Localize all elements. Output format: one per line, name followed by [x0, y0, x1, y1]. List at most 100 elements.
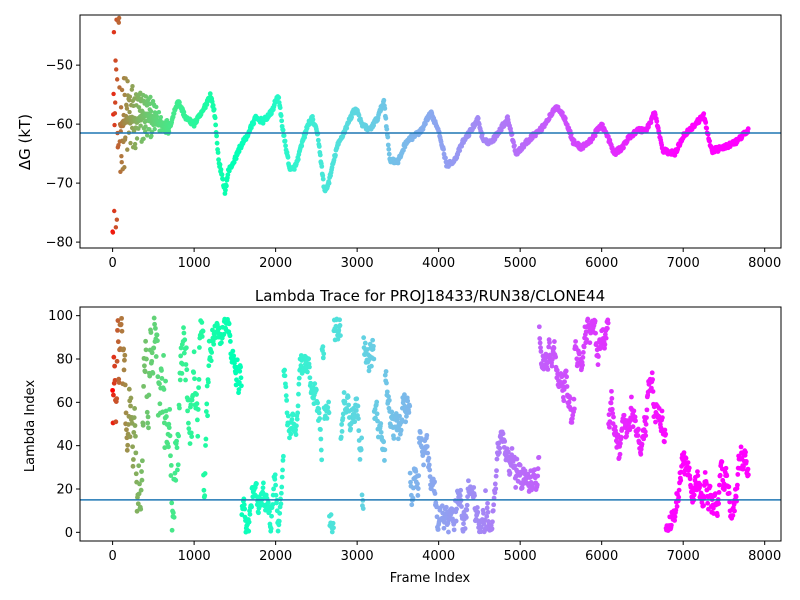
lambda-point	[701, 503, 706, 509]
lambda-point	[629, 394, 634, 400]
lambda-point	[283, 384, 289, 390]
lambda-point	[151, 315, 157, 321]
lambda-point	[353, 408, 359, 413]
lambda-point	[561, 387, 567, 392]
lambda-point	[466, 478, 471, 484]
lambda-point	[424, 432, 430, 438]
lambda-point	[277, 510, 283, 516]
lambda-point	[635, 433, 641, 438]
lambda-point	[172, 470, 178, 476]
lambda-point	[181, 325, 186, 331]
delta-g-point	[704, 125, 710, 131]
y-tick-label: 60	[56, 396, 73, 411]
lambda-point	[166, 444, 171, 450]
x-tick-label: 4000	[422, 256, 455, 271]
delta-g-point	[600, 122, 605, 127]
lambda-point	[653, 419, 658, 425]
delta-g-point	[745, 126, 751, 132]
lambda-point	[219, 340, 224, 346]
lambda-point	[157, 381, 162, 387]
lambda-point	[177, 405, 182, 411]
lambda-point	[561, 398, 567, 404]
lambda-point	[326, 399, 332, 405]
lambda-point	[329, 529, 335, 535]
delta-g-point	[112, 208, 117, 214]
lambda-point	[236, 387, 242, 392]
lambda-point	[296, 381, 302, 387]
lambda-point	[494, 456, 500, 462]
delta-g-point	[317, 152, 323, 158]
lambda-point	[382, 372, 388, 378]
lambda-point	[141, 363, 147, 369]
lambda-point	[435, 526, 441, 532]
lambda-point	[522, 468, 528, 474]
lambda-point	[446, 517, 452, 523]
lambda-point	[284, 397, 290, 403]
lambda-point	[562, 379, 567, 385]
lambda-point	[687, 476, 693, 482]
lambda-point	[136, 463, 142, 469]
lambda-point	[633, 418, 638, 424]
lambda-point	[137, 481, 142, 487]
lambda-point	[226, 321, 232, 327]
delta-g-point	[125, 147, 130, 152]
lambda-point	[405, 398, 411, 404]
delta-g-point	[210, 102, 216, 108]
lambda-point	[639, 441, 645, 447]
lambda-point	[399, 417, 405, 423]
lambda-point	[357, 457, 363, 462]
lambda-point	[188, 430, 194, 436]
lambda-point	[359, 492, 365, 498]
lambda-point	[484, 505, 490, 511]
lambda-point	[395, 436, 401, 442]
lambda-point	[184, 367, 190, 373]
lambda-point	[181, 350, 187, 356]
lambda-point	[155, 338, 160, 344]
lambda-point	[131, 415, 137, 420]
lambda-point	[643, 433, 649, 439]
lambda-point	[630, 424, 636, 430]
delta-g-point	[171, 111, 177, 116]
lambda-point	[185, 408, 190, 414]
delta-g-point	[295, 156, 301, 162]
lambda-point	[242, 506, 248, 512]
lambda-point	[197, 345, 202, 350]
delta-g-point	[349, 114, 354, 120]
lambda-point	[609, 396, 615, 401]
lambda-point	[338, 434, 344, 440]
lambda-point	[676, 487, 682, 493]
lambda-point	[662, 439, 667, 445]
lambda-point	[227, 333, 233, 339]
delta-g-point	[701, 111, 707, 117]
lambda-point	[280, 457, 286, 463]
lambda-point	[285, 413, 291, 419]
delta-g-point	[291, 166, 297, 172]
lambda-point	[136, 491, 142, 497]
lambda-point	[584, 337, 589, 342]
lambda-point	[673, 507, 679, 513]
lambda-point	[149, 358, 155, 364]
lambda-point	[118, 321, 124, 327]
delta-g-point	[122, 92, 127, 98]
lambda-point	[338, 333, 343, 338]
delta-g-point	[134, 136, 140, 141]
lambda-point	[535, 473, 541, 479]
lambda-point	[378, 421, 384, 426]
lambda-point	[717, 472, 723, 478]
lambda-point	[290, 412, 296, 418]
lambda-point	[607, 424, 612, 430]
delta-g-point	[356, 112, 362, 118]
lambda-point	[502, 438, 508, 444]
delta-g-point	[215, 150, 221, 155]
lambda-point	[650, 377, 656, 382]
lambda-point	[145, 414, 151, 420]
lambda-point	[356, 428, 362, 434]
lambda-point	[161, 387, 167, 392]
lambda-point	[463, 514, 469, 520]
lambda-point	[121, 346, 127, 352]
lambda-point	[126, 422, 131, 427]
lambda-point	[278, 490, 284, 496]
lambda-point	[316, 410, 322, 416]
x-tick-label: 2000	[259, 549, 292, 564]
lambda-point	[381, 439, 387, 445]
